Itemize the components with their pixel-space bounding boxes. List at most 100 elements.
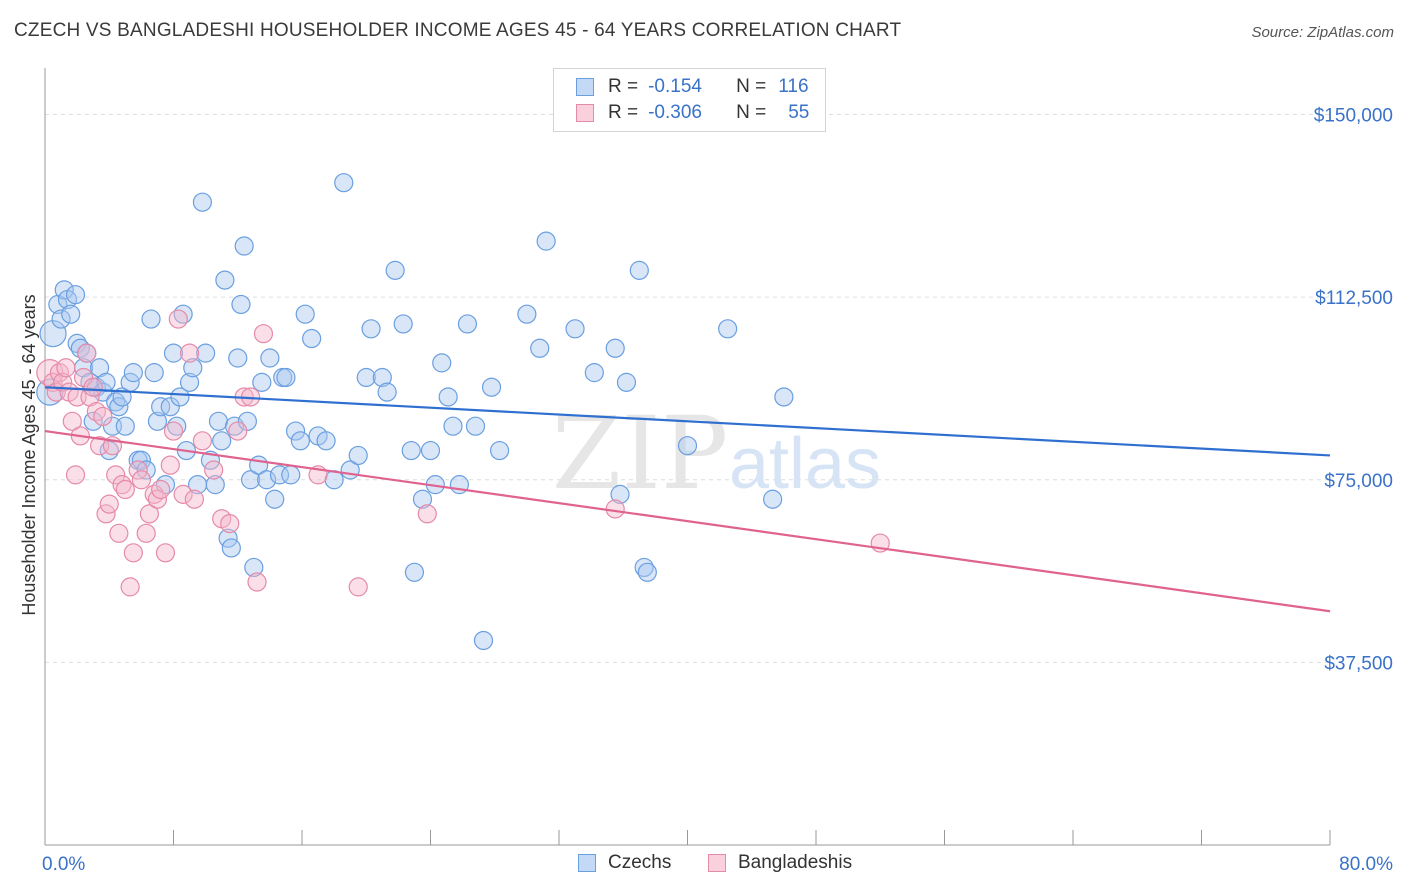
watermark: ZIP atlas — [552, 395, 881, 512]
legend-r-value-bangladeshis: -0.306 — [648, 102, 702, 123]
point-czechs — [438, 387, 458, 407]
point-czechs — [163, 343, 184, 363]
point-bangladeshis — [106, 465, 126, 485]
point-czechs — [616, 372, 637, 392]
point-czechs — [237, 411, 257, 431]
legend-row-bangladeshis: R = -0.306 N = 55 — [576, 100, 809, 126]
legend-swatch-czechs — [576, 78, 594, 96]
point-bangladeshis — [163, 421, 184, 441]
point-czechs — [252, 372, 272, 392]
legend-n-label: N = — [736, 76, 767, 97]
point-czechs — [151, 397, 171, 417]
point-czechs — [234, 236, 254, 256]
point-czechs — [231, 294, 251, 315]
point-czechs — [565, 319, 585, 339]
point-czechs — [36, 378, 64, 406]
point-czechs — [473, 630, 494, 651]
point-czechs — [290, 431, 310, 451]
point-czechs — [39, 320, 67, 348]
bottom-legend-swatch-bangladeshis — [708, 854, 726, 872]
legend-r-label: R = — [608, 76, 639, 97]
point-czechs — [196, 343, 216, 363]
point-bangladeshis — [109, 523, 129, 543]
point-czechs — [774, 387, 794, 407]
point-bangladeshis — [228, 421, 248, 441]
point-czechs — [228, 348, 248, 368]
y-tick-label: $112,500 — [1315, 288, 1393, 309]
point-czechs — [372, 367, 392, 388]
point-czechs — [377, 382, 397, 402]
point-czechs — [215, 270, 235, 290]
legend-n-value-czechs: 116 — [778, 76, 809, 97]
point-czechs — [123, 363, 143, 383]
point-czechs — [281, 465, 301, 485]
point-czechs — [356, 367, 376, 388]
points-layer — [36, 173, 890, 651]
y-tick-label: $150,000 — [1314, 106, 1393, 127]
point-czechs — [179, 372, 200, 392]
point-czechs — [302, 328, 322, 349]
point-bangladeshis — [93, 406, 113, 427]
point-bangladeshis — [184, 489, 204, 509]
point-bangladeshis — [139, 504, 160, 524]
chart-title: CZECH VS BANGLADESHI HOUSEHOLDER INCOME … — [14, 20, 902, 41]
point-bangladeshis — [56, 358, 76, 378]
point-bangladeshis — [253, 324, 274, 344]
watermark-zip: ZIP — [552, 395, 728, 512]
point-czechs — [489, 440, 510, 461]
point-czechs — [141, 309, 161, 329]
point-czechs — [517, 304, 537, 324]
point-czechs — [244, 557, 264, 578]
point-czechs — [183, 358, 203, 378]
y-tick-label: $37,500 — [1324, 653, 1393, 674]
x-tick-label: 0.0% — [42, 854, 85, 875]
axis-layer — [44, 68, 1331, 846]
bottom-legend-label-bangladeshis: Bangladeshis — [738, 852, 853, 873]
point-bangladeshis — [62, 411, 82, 431]
point-czechs — [763, 489, 783, 509]
point-czechs — [192, 192, 213, 212]
point-bangladeshis — [120, 577, 140, 597]
legend-n-label: N = — [736, 102, 767, 123]
point-czechs — [385, 260, 405, 280]
point-czechs — [136, 460, 156, 480]
point-czechs — [432, 353, 452, 373]
point-bangladeshis — [136, 523, 156, 543]
point-czechs — [221, 538, 241, 558]
point-bangladeshis — [151, 479, 171, 500]
point-bangladeshis — [123, 543, 143, 563]
point-czechs — [257, 470, 277, 490]
point-czechs — [144, 363, 164, 383]
point-czechs — [610, 484, 630, 504]
point-czechs — [65, 285, 86, 305]
point-bangladeshis — [179, 343, 200, 363]
point-czechs — [457, 314, 478, 334]
point-czechs — [481, 377, 502, 397]
point-bangladeshis — [115, 479, 135, 500]
trend-layer — [44, 386, 1331, 613]
point-czechs — [260, 348, 280, 368]
point-czechs — [348, 445, 368, 466]
point-czechs — [584, 363, 604, 383]
bottom-legend-czechs: Czechs — [578, 852, 671, 874]
watermark-atlas: atlas — [729, 424, 881, 504]
bottom-legend-bangladeshis: Bangladeshis — [708, 852, 852, 874]
point-czechs — [170, 387, 190, 407]
y-axis-label: Householder Income Ages 45 - 64 years — [19, 294, 39, 615]
point-czechs — [208, 411, 229, 431]
point-bangladeshis — [247, 572, 267, 592]
point-czechs — [334, 173, 354, 193]
legend-swatch-bangladeshis — [576, 104, 594, 122]
point-czechs — [718, 319, 738, 339]
bottom-legend-label-czechs: Czechs — [608, 852, 672, 873]
point-czechs — [51, 309, 71, 329]
y-tick-label: $75,000 — [1324, 471, 1393, 492]
bottom-legend-swatch-czechs — [578, 854, 596, 872]
point-czechs — [393, 314, 413, 334]
point-czechs — [147, 411, 168, 431]
point-czechs — [629, 260, 649, 280]
point-bangladeshis — [348, 577, 368, 597]
point-czechs — [404, 562, 425, 582]
legend-row-czechs: R = -0.154 N = 116 — [576, 74, 809, 100]
